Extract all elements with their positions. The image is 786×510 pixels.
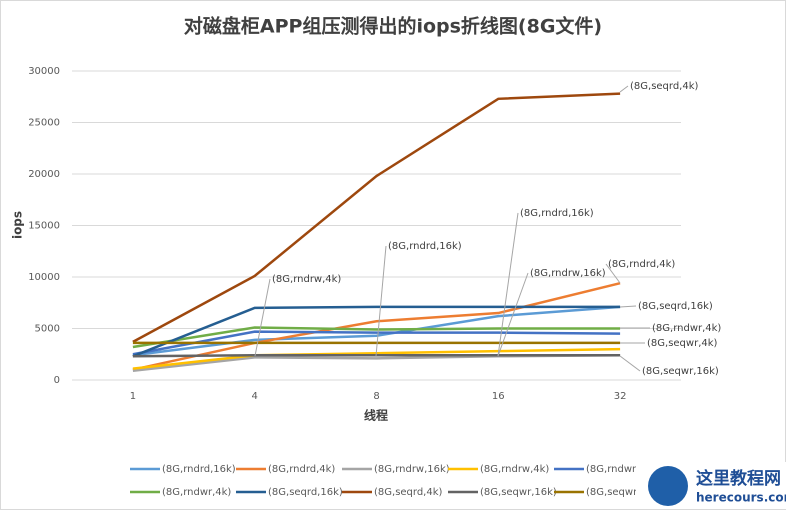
annotation: (8G,rndrd,4k) (608, 259, 675, 270)
legend-label: (8G,seqwr,4k) (586, 487, 657, 498)
y-tick-label: 10000 (28, 272, 60, 283)
annotation: (8G,seqwr,16k) (642, 366, 719, 377)
legend-label: (8G,rndrd,16k) (162, 464, 236, 475)
watermark-logo (648, 466, 688, 506)
y-tick-label: 0 (54, 375, 60, 386)
annotation-leader (254, 278, 271, 357)
series-line (132, 281, 621, 371)
y-tick-label: 15000 (28, 221, 60, 232)
annotation: (8G,seqrd,4k) (630, 81, 699, 92)
annotation-leader (619, 355, 641, 372)
chart-title: 对磁盘柜APP组压测得出的iops折线图(8G文件) (184, 15, 602, 38)
legend-label: (8G,rndrd,4k) (268, 464, 335, 475)
y-tick-label: 20000 (28, 169, 60, 180)
annotation-leader (619, 305, 637, 308)
annotation: (8G,rndrd,16k) (388, 241, 462, 252)
legend-label: (8G,rndrw,4k) (480, 464, 549, 475)
annotation: (8G,rndrw,16k) (530, 268, 606, 279)
annotation-leader (375, 245, 387, 357)
annotation-leader (619, 85, 629, 93)
y-tick-label: 25000 (28, 118, 60, 129)
watermark-url: herecours.com (696, 491, 786, 505)
legend-label: (8G,seqrd,16k) (268, 487, 343, 498)
annotation: (8G,rndrw,4k) (272, 274, 341, 285)
annotation-leader (497, 272, 529, 357)
x-tick-label: 8 (373, 391, 379, 402)
legend-label: (8G,rndwr,4k) (162, 487, 231, 498)
legend-label: (8G,seqwr,16k) (480, 487, 557, 498)
watermark: 这里教程网 herecours.com (636, 462, 786, 509)
watermark-name: 这里教程网 (696, 468, 781, 489)
legend-label: (8G,seqrd,4k) (374, 487, 443, 498)
x-axis-title: 线程 (364, 408, 388, 423)
annotation: (8G,rndrd,16k) (520, 208, 594, 219)
series-line (132, 92, 621, 343)
x-tick-label: 32 (614, 391, 627, 402)
series-line (132, 330, 621, 356)
series-line (132, 326, 621, 349)
series-line (132, 305, 621, 358)
series-line (132, 305, 621, 357)
y-tick-label: 5000 (35, 324, 60, 335)
annotation: (8G,rndwr,4k) (652, 323, 721, 334)
legend-label: (8G,rndwr,16k) (586, 464, 662, 475)
x-tick-label: 1 (130, 391, 136, 402)
y-tick-label: 30000 (28, 66, 60, 77)
annotation: (8G,seqwr,4k) (647, 338, 718, 349)
legend-label: (8G,rndrw,16k) (374, 464, 450, 475)
x-tick-label: 16 (492, 391, 505, 402)
annotation-leader (497, 212, 519, 357)
x-tick-label: 4 (252, 391, 258, 402)
y-axis-title: iops (11, 211, 25, 239)
annotation-leader (605, 263, 621, 284)
annotation: (8G,seqrd,16k) (638, 301, 713, 312)
